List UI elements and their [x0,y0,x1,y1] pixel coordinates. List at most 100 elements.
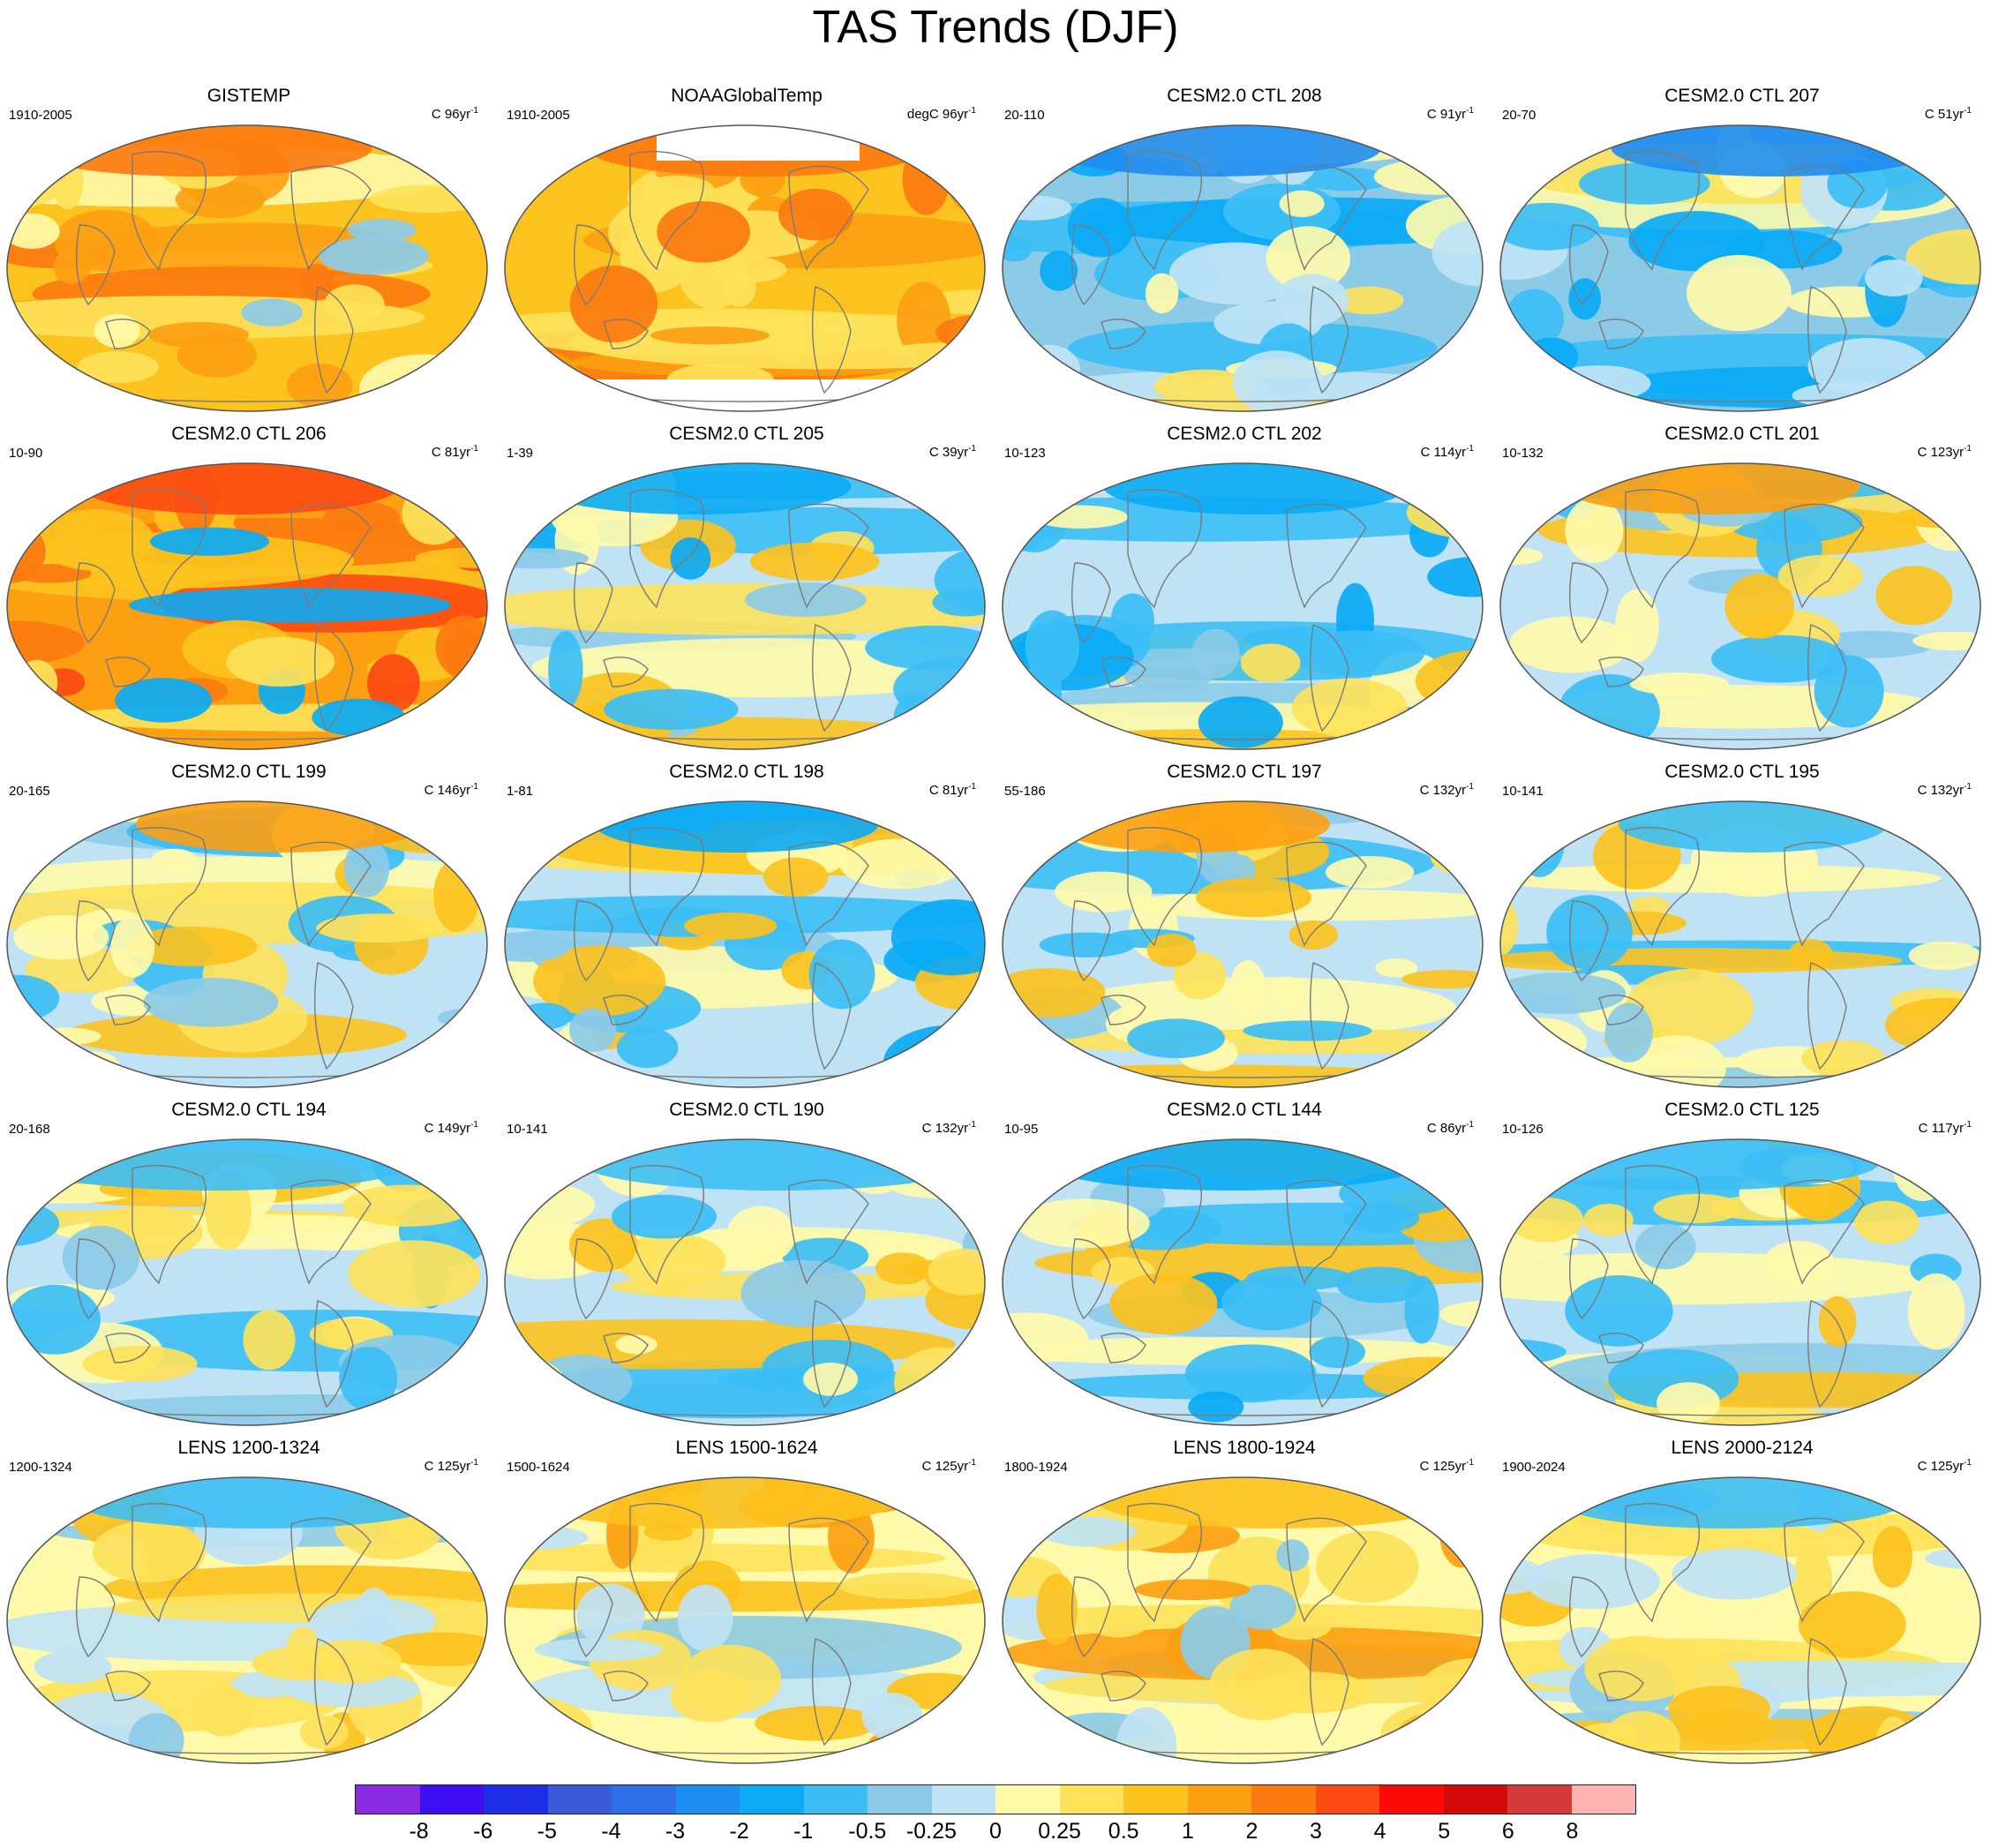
robinson-map [6,124,488,412]
colorbar-swatch [1251,1785,1316,1814]
panel-period: 1910-2005 [507,108,570,123]
panel-title: CESM2.0 CTL 206 [171,424,327,444]
panel-title: CESM2.0 CTL 190 [669,1100,824,1120]
robinson-map [504,124,986,412]
panel-units: C 114yr-1 [1420,444,1474,460]
robinson-map [1002,462,1484,750]
panel-period: 10-95 [1004,1122,1039,1137]
panel-period: 10-126 [1502,1122,1544,1137]
colorbar-swatch [547,1785,612,1814]
panel-title: CESM2.0 CTL 197 [1167,762,1322,782]
panel-title: CESM2.0 CTL 194 [171,1100,327,1120]
colorbar-swatch [1123,1785,1188,1814]
panel-units: C 132yr-1 [1917,782,1972,798]
colorbar-swatch [931,1785,996,1814]
map-panel: CESM2.0 CTL 144 10-95 C 86yr-1 [996,1098,1493,1431]
robinson-map [504,800,986,1088]
map-panel: CESM2.0 CTL 195 10-141 C 132yr-1 [1493,760,1991,1093]
panel-units: C 96yr-1 [431,106,478,122]
panel-title: NOAAGlobalTemp [671,86,823,106]
map-panel: CESM2.0 CTL 205 1-39 C 39yr-1 [498,422,996,755]
colorbar-tick-label: 4 [1373,1819,1386,1844]
colorbar-tick-label: 0.5 [1108,1819,1139,1844]
panel-units: C 125yr-1 [1419,1458,1474,1474]
map-panel: CESM2.0 CTL 198 1-81 C 81yr-1 [498,760,996,1093]
panel-title: CESM2.0 CTL 199 [171,762,327,782]
map-panel: CESM2.0 CTL 190 10-141 C 132yr-1 [498,1098,996,1431]
colorbar-tick-label: 8 [1566,1819,1579,1844]
panel-period: 20-110 [1004,108,1045,123]
map-panel: NOAAGlobalTemp 1910-2005 degC 96yr-1 [498,84,996,417]
colorbar-swatch [612,1785,676,1814]
map-panel: CESM2.0 CTL 201 10-132 C 123yr-1 [1493,422,1991,755]
panel-units: C 81yr-1 [431,444,478,460]
panel-period: 20-70 [1502,108,1536,123]
robinson-map [6,1476,488,1764]
panel-title: CESM2.0 CTL 144 [1167,1100,1322,1120]
panel-title: CESM2.0 CTL 208 [1167,86,1322,106]
panel-units: degC 96yr-1 [906,106,976,122]
panel-title: CESM2.0 CTL 195 [1664,762,1820,782]
panel-units: C 39yr-1 [928,444,976,460]
colorbar-tick-label: 0.25 [1038,1819,1081,1844]
colorbar-tick-label: 5 [1438,1819,1451,1844]
colorbar-swatch [1443,1785,1507,1814]
robinson-map [1499,800,1981,1088]
colorbar-swatch [1187,1785,1251,1814]
map-panel: CESM2.0 CTL 199 20-165 C 146yr-1 [0,760,498,1093]
figure-title: TAS Trends (DJF) [812,2,1179,53]
map-panel: CESM2.0 CTL 197 55-186 C 132yr-1 [996,760,1493,1093]
panel-title: LENS 2000-2124 [1671,1438,1814,1458]
panel-period: 1-81 [507,784,534,799]
panel-period: 1800-1924 [1004,1460,1068,1475]
panel-period: 10-123 [1004,446,1046,461]
panel-units: C 125yr-1 [424,1458,478,1474]
panel-period: 10-90 [9,446,43,461]
map-panel: CESM2.0 CTL 207 20-70 C 51yr-1 [1493,84,1991,417]
colorbar-swatch [996,1785,1060,1814]
colorbar-swatch [675,1785,740,1814]
panel-title: CESM2.0 CTL 205 [669,424,824,444]
panel-period: 20-165 [9,784,50,799]
colorbar-swatch [1379,1785,1444,1814]
robinson-map [6,800,488,1088]
panel-units: C 81yr-1 [928,782,976,798]
map-panel: CESM2.0 CTL 208 20-110 C 91yr-1 [996,84,1493,417]
map-panel: CESM2.0 CTL 206 10-90 C 81yr-1 [0,422,498,755]
panel-units: C 149yr-1 [424,1120,478,1136]
colorbar-tick-label: -0.5 [848,1819,887,1844]
map-panel: LENS 1500-1624 1500-1624 C 125yr-1 [498,1436,996,1769]
map-panel: CESM2.0 CTL 194 20-168 C 149yr-1 [0,1098,498,1431]
colorbar [355,1784,1636,1814]
colorbar-tick-label: -0.25 [905,1819,957,1844]
panel-title: LENS 1200-1324 [177,1438,320,1458]
robinson-map [1002,124,1484,412]
panel-period: 10-141 [507,1122,548,1137]
panel-title: CESM2.0 CTL 125 [1664,1100,1820,1120]
colorbar-swatch [1315,1785,1379,1814]
panel-title: LENS 1500-1624 [675,1438,818,1458]
colorbar-swatch [803,1785,868,1814]
colorbar-tick-label: -8 [409,1819,429,1844]
robinson-map [504,1138,986,1426]
panel-period: 10-141 [1502,784,1544,799]
colorbar-tick-label: 6 [1501,1819,1514,1844]
panel-units: C 86yr-1 [1426,1120,1474,1136]
colorbar-tick-label: -2 [729,1819,749,1844]
colorbar-tick-label: 3 [1310,1819,1322,1844]
colorbar-swatch [1059,1785,1123,1814]
robinson-map [6,462,488,750]
panel-period: 1-39 [507,446,534,461]
colorbar-tick-label: -1 [793,1819,814,1844]
panel-units: C 123yr-1 [1917,444,1972,460]
panel-period: 20-168 [9,1122,50,1137]
colorbar-tick-label: 1 [1181,1819,1194,1844]
colorbar-tick-label: -3 [665,1819,686,1844]
colorbar-swatch [356,1785,420,1814]
panel-period: 1900-2024 [1502,1460,1566,1475]
panel-units: C 91yr-1 [1426,106,1474,122]
map-panel: LENS 1800-1924 1800-1924 C 125yr-1 [996,1436,1493,1769]
map-panel: LENS 2000-2124 1900-2024 C 125yr-1 [1493,1436,1991,1769]
panel-units: C 146yr-1 [424,782,478,798]
panel-title: CESM2.0 CTL 207 [1664,86,1820,106]
